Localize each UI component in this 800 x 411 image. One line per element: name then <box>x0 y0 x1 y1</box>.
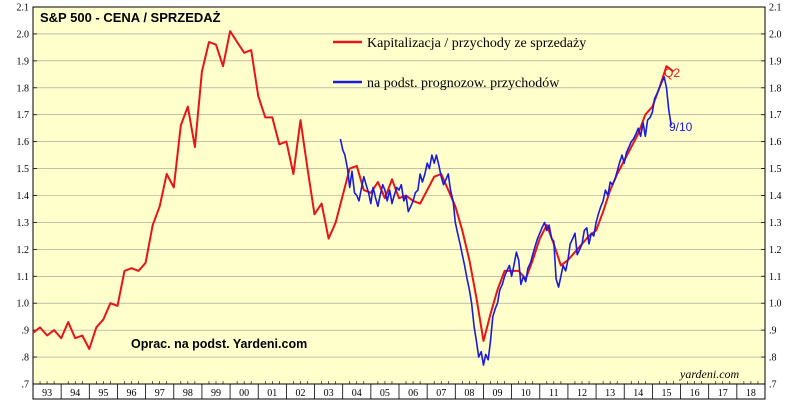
x-tick-label: 11 <box>549 388 559 399</box>
y-tick-label-left: 2.1 <box>17 3 30 14</box>
x-tick-label: 01 <box>267 388 277 399</box>
x-tick-label: 94 <box>70 388 80 399</box>
y-tick-label-right: 1.1 <box>769 272 782 283</box>
y-tick-label-right: 2.0 <box>769 29 782 40</box>
x-tick-label: 17 <box>718 388 728 399</box>
y-tick-label-left: 1.1 <box>17 272 30 283</box>
x-tick-label: 06 <box>408 388 418 399</box>
x-tick-label: 95 <box>98 388 108 399</box>
y-tick-label-left: 1.3 <box>17 218 30 229</box>
x-tick-label: 04 <box>352 388 362 399</box>
x-tick-label: 99 <box>211 388 221 399</box>
x-tick-label: 03 <box>324 388 334 399</box>
x-tick-label: 93 <box>42 388 52 399</box>
x-tick-label: 09 <box>493 388 503 399</box>
x-tick-label: 96 <box>127 388 137 399</box>
y-axis-left: .7 .8 .9 1.0 1.1 1.2 1.3 1.4 1.5 1.6 1.7 1.8 1.9 2.0 2… <box>17 3 37 391</box>
series-line-blue <box>339 76 672 366</box>
x-tick-label: 98 <box>183 388 193 399</box>
y-tick-label-left: 1.4 <box>17 191 30 202</box>
x-tick-label: 97 <box>155 388 165 399</box>
y-tick-label-left: 1.8 <box>17 83 30 94</box>
x-tick-label: 00 <box>239 388 249 399</box>
x-tick-label: 16 <box>690 388 700 399</box>
y-tick-label-right: 1.9 <box>769 56 782 67</box>
x-tick-label: 12 <box>577 388 587 399</box>
y-tick-label-left: 1.7 <box>17 110 30 121</box>
x-tick-label: 15 <box>661 388 671 399</box>
y-axis-right: .7 .8 .9 1.0 1.1 1.2 1.3 1.4 1.5 1.6 1.7 1.8 1.9 2.0 2… <box>761 3 782 391</box>
series-end-label-blue: 9/10 <box>669 120 693 134</box>
y-tick-label-left: 1.6 <box>17 137 30 148</box>
y-tick-label-left: .9 <box>22 326 30 337</box>
y-tick-label-left: 1.2 <box>17 245 30 256</box>
y-tick-label-right: 2.1 <box>769 3 782 14</box>
x-tick-label: 05 <box>380 388 390 399</box>
legend-label-blue: na podst. prognozow. przychodów <box>367 76 560 91</box>
grid-lines <box>33 33 765 358</box>
legend-label-red: Kapitalizacja / przychody ze sprzedaży <box>367 36 586 51</box>
y-tick-label-right: 1.6 <box>769 137 782 148</box>
x-tick-label: 08 <box>464 388 474 399</box>
y-tick-label-right: .7 <box>769 380 777 391</box>
y-tick-label-left: 1.5 <box>17 164 30 175</box>
source-label: yardeni.com <box>679 367 740 381</box>
y-tick-label-right: 1.4 <box>769 191 782 202</box>
x-axis: 93 94 95 96 97 98 99 00 01 02 03 04 05 06 07 08 09 10 11 12… <box>32 381 766 400</box>
x-tick-label: 10 <box>521 388 531 399</box>
x-tick-label: 18 <box>746 388 756 399</box>
series-line-red <box>32 30 675 350</box>
x-tick-label: 07 <box>436 388 446 399</box>
series-end-label-red: Q2 <box>664 66 680 80</box>
y-tick-label-right: 1.0 <box>769 299 782 310</box>
chart-title: S&P 500 - CENA / SPRZEDAŻ <box>40 10 221 25</box>
x-tick-label: 13 <box>605 388 615 399</box>
y-tick-label-right: 1.7 <box>769 110 782 121</box>
legend: Kapitalizacja / przychody ze sprzedaży n… <box>333 36 586 91</box>
y-tick-label-left: 2.0 <box>17 29 30 40</box>
y-tick-label-right: 1.8 <box>769 83 782 94</box>
y-tick-label-right: 1.2 <box>769 245 782 256</box>
y-tick-label-left: 1.0 <box>17 299 30 310</box>
series-lines <box>32 30 675 366</box>
y-tick-label-left: 1.9 <box>17 56 30 67</box>
x-tick-label: 02 <box>295 388 305 399</box>
x-tick-label: 14 <box>633 388 643 399</box>
y-tick-label-right: 1.3 <box>769 218 782 229</box>
credit-note: Oprac. na podst. Yardeni.com <box>131 337 307 351</box>
y-tick-label-right: 1.5 <box>769 164 782 175</box>
y-tick-label-right: .9 <box>769 326 777 337</box>
y-tick-label-left: .7 <box>22 380 30 391</box>
y-tick-label-right: .8 <box>769 353 777 364</box>
y-tick-label-left: .8 <box>22 353 30 364</box>
